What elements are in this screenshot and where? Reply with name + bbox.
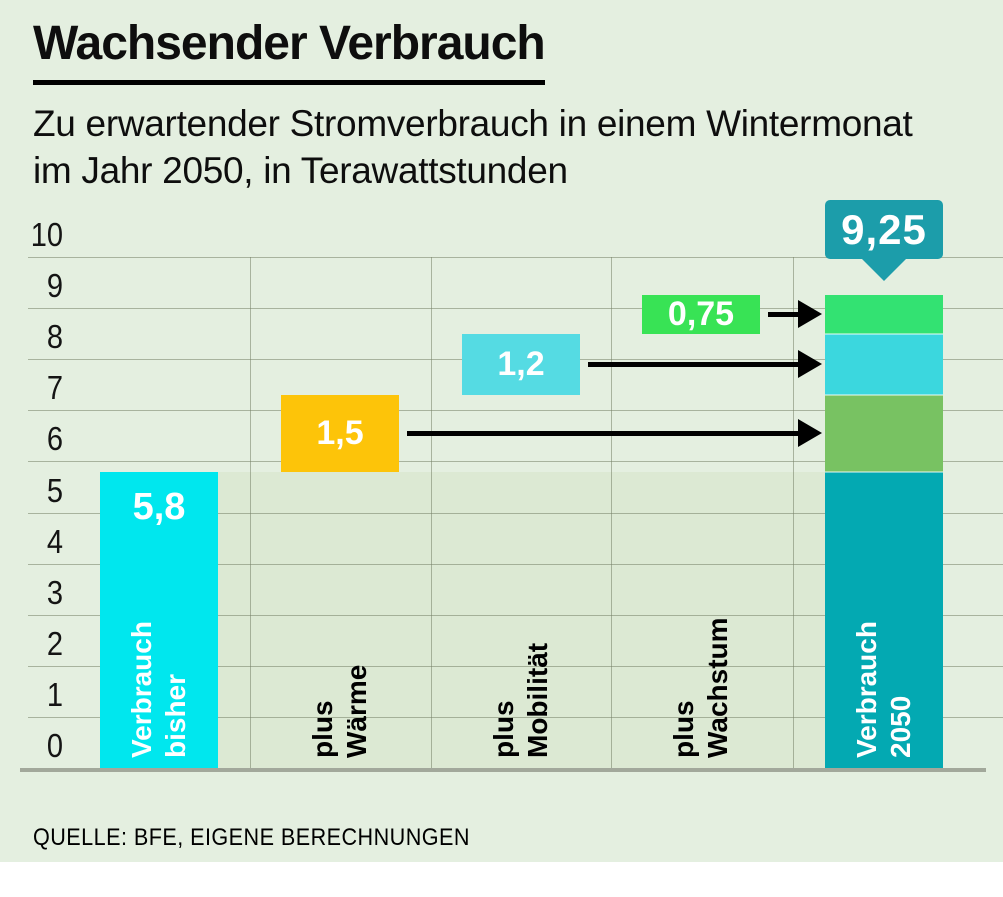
value-label-plus-mobilitaet: 1,2 [497,344,545,383]
title-block: Wachsender Verbrauch [33,16,546,85]
column-label-line: plus [488,700,519,758]
segment-separator [825,470,943,473]
column-label-line: bisher [160,673,191,758]
h-gridline [28,513,1003,514]
page-title: Wachsender Verbrauch [33,16,546,85]
arrow-line-plus-waerme [407,431,800,437]
v-gridline [249,257,251,768]
y-axis-tick-label: 10 [30,216,64,253]
h-gridline [28,564,1003,565]
segment-verbrauch-2050-plus-wachstum [825,295,943,334]
infographic-panel: Wachsender Verbrauch Zu erwartender Stro… [0,0,1003,862]
y-axis-tick-label: 4 [46,522,63,560]
arrow-icon-plus-wachstum [798,300,822,329]
subtitle-line-2: im Jahr 2050, in Terawattstunden [33,150,568,191]
segment-verbrauch-2050-plus-wärme [825,394,943,472]
arrow-icon-plus-waerme [798,419,822,448]
column-label-line: Verbrauch [126,621,157,758]
v-gridline [430,257,432,768]
segment-verbrauch-2050-verbrauch-bisher [825,471,943,768]
carry-band [218,471,825,768]
float-box-plus-wachstum [642,295,760,334]
h-gridline [28,308,1003,309]
float-box-plus-mobilitaet [462,333,580,395]
y-axis-tick-label: 3 [46,573,63,611]
h-gridline [28,461,1003,462]
source-note: QUELLE: BFE, EIGENE BERECHNUNGEN [33,824,470,851]
h-gridline [28,410,1003,411]
column-label-line: plus [307,700,338,758]
v-gridline [792,257,794,768]
segment-verbrauch-2050-plus-mobilität [825,333,943,395]
column-label-verbrauch-bisher: Verbrauch bisher [125,428,193,758]
y-axis-tick-label: 5 [46,471,63,509]
column-label-line: 2050 [885,695,916,758]
y-axis-tick-label: 2 [46,624,63,662]
column-label-line: Verbrauch [851,621,882,758]
column-label-line: plus [668,700,699,758]
subtitle-line-1: Zu erwartender Stromverbrauch in einem W… [33,103,913,144]
column-label-plus-wachstum: plus Wachstum [667,428,735,758]
chart: 0 1 2 3 4 5 6 7 8 9 10 5,8 Verbrauch bisher 1,5 plus Wär… [20,200,1003,772]
arrow-line-plus-mobilitaet [588,362,800,368]
x-axis-line [20,768,986,772]
value-label-plus-waerme: 1,5 [316,413,364,452]
y-axis-tick-label: 7 [46,369,63,407]
h-gridline [28,615,1003,616]
column-label-plus-waerme: plus Wärme [306,428,374,758]
h-gridline [28,257,1003,258]
value-label-verbrauch-bisher: 5,8 [132,485,186,528]
column-label-line: Wachstum [702,617,733,758]
bar-verbrauch-bisher [100,471,218,768]
value-label-plus-wachstum: 0,75 [667,295,735,334]
arrow-line-plus-wachstum [768,312,800,318]
y-axis-tick-label: 1 [46,675,63,713]
callout-tail-icon [861,258,907,282]
column-label-verbrauch-2050: Verbrauch 2050 [850,428,918,758]
chart-subtitle: Zu erwartender Stromverbrauch in einem W… [33,100,913,194]
column-label-line: Wärme [341,664,372,758]
segment-separator [825,332,943,335]
y-axis-tick-label: 0 [46,727,63,764]
h-gridline [28,717,1003,718]
y-axis-tick-label: 8 [46,318,63,356]
y-axis-tick-label: 9 [46,267,63,305]
h-gridline [28,666,1003,667]
column-label-plus-mobilitaet: plus Mobilität [487,428,555,758]
v-gridline [611,257,612,768]
segment-separator [825,393,943,396]
y-axis-tick-label: 6 [46,420,63,458]
float-box-plus-waerme [281,394,399,472]
column-label-line: Mobilität [522,642,553,758]
callout-total: 9,25 [825,200,943,260]
arrow-icon-plus-mobilitaet [798,350,822,379]
